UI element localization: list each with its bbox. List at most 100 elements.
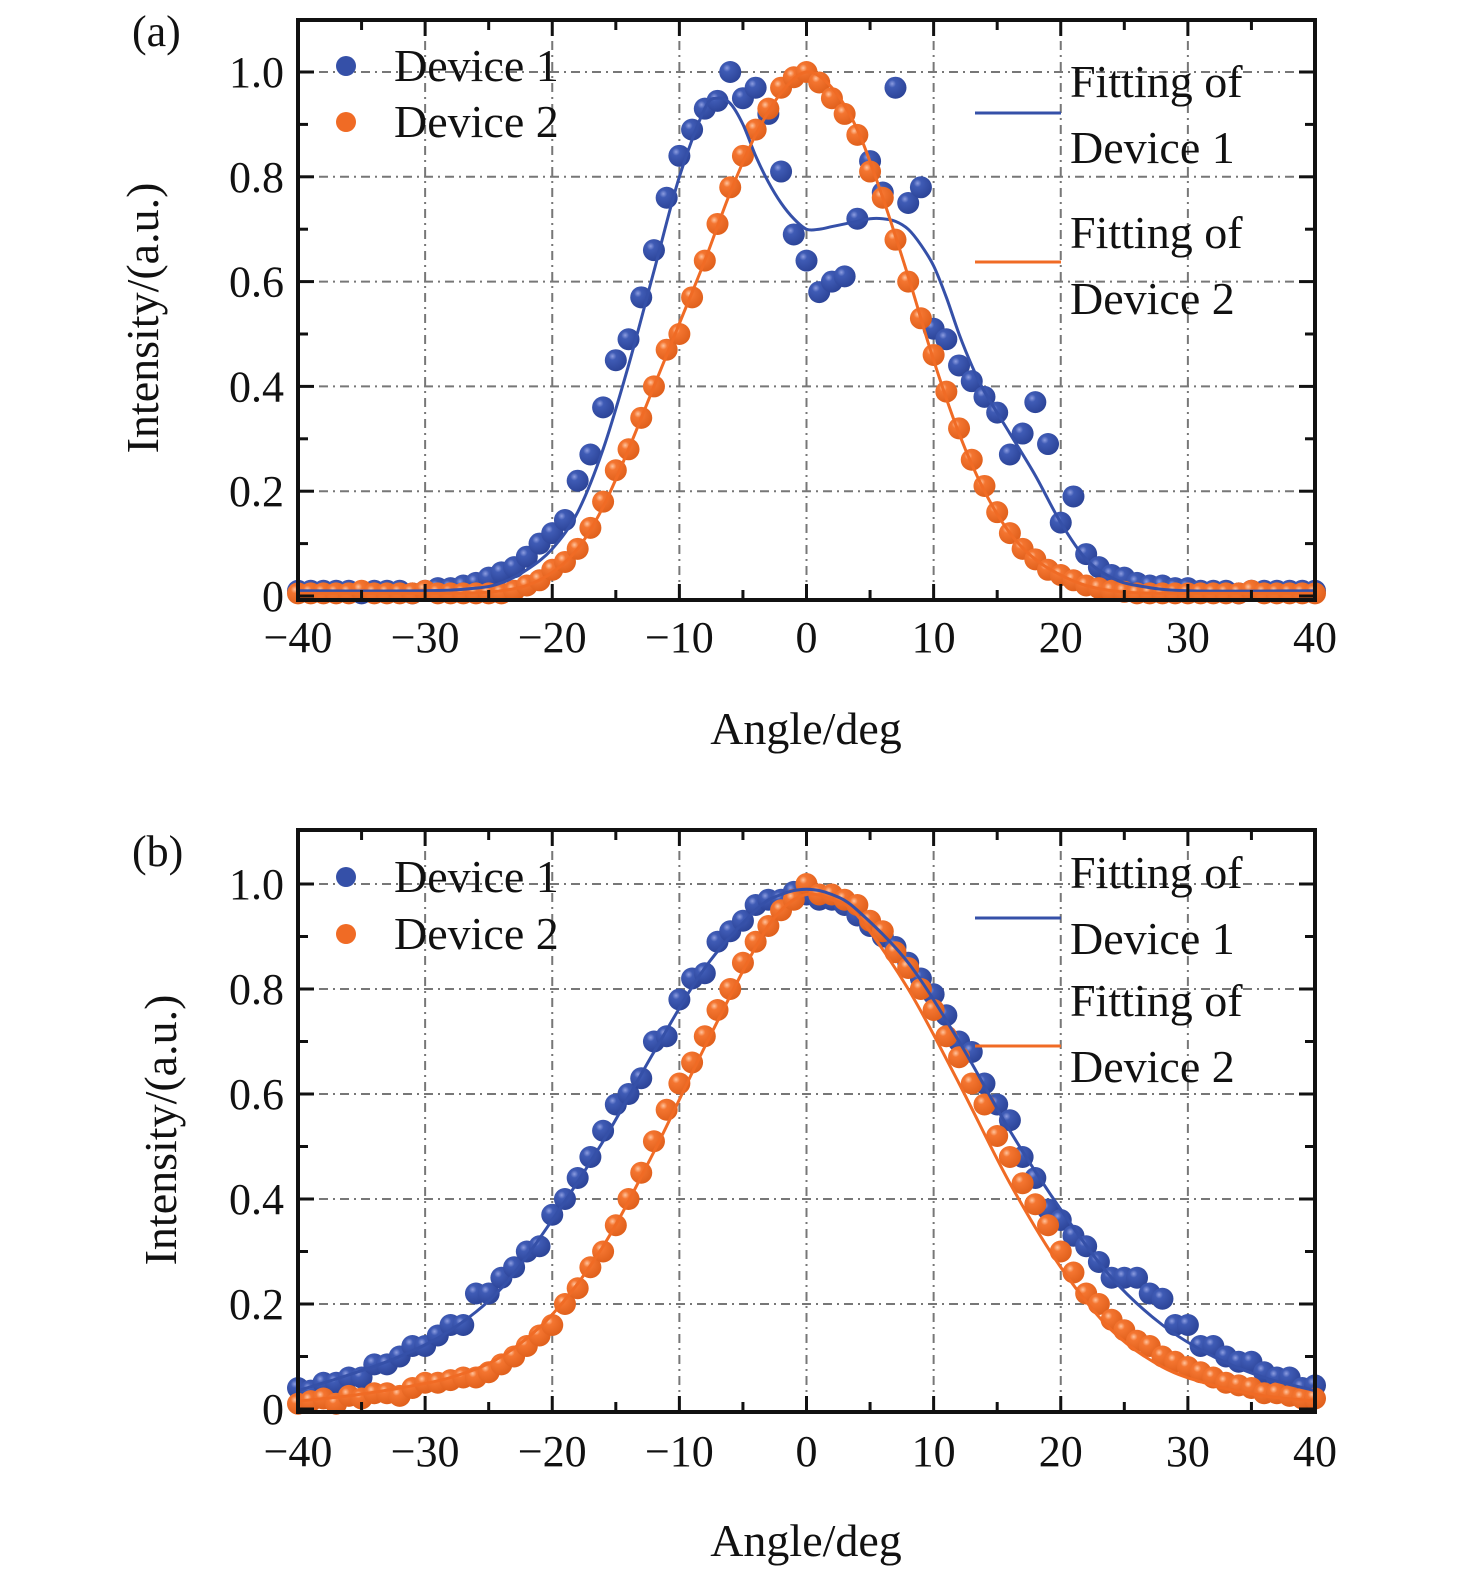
data-point [782,223,805,246]
data-point [1024,391,1047,414]
data-point [833,265,856,288]
y-tick-label: 0 [262,572,284,621]
legend-label-fit-device-2-line2: Device 2 [1070,273,1235,324]
data-point [897,270,920,293]
legend-label-fit-device-1-line2: Device 1 [1070,122,1235,173]
data-point [668,988,691,1011]
data-point [541,1314,564,1336]
data-point [1151,1287,1174,1310]
legend-marker-device-1 [336,56,356,76]
data-point [833,102,856,125]
y-axis-title-a: Intensity/(a.u.) [117,183,168,454]
data-point [1011,422,1034,445]
y-tick-label: 0.2 [229,467,284,516]
x-tick-label: −40 [264,1427,333,1476]
data-point [998,1146,1021,1168]
data-point [884,76,907,99]
legend-label-device-1: Device 1 [394,851,559,902]
data-point [795,249,818,272]
data-point [642,1130,665,1153]
fit-line-fitting-of-device-2 [297,70,1316,595]
data-point [935,328,958,351]
data-point [922,343,945,366]
legend-label-device-2: Device 2 [394,908,559,959]
x-tick-label: −10 [645,613,714,662]
legend-label-device-2: Device 2 [394,96,559,147]
series-layer-b [287,873,1326,1415]
legend-points-b: Device 1 Device 2 [336,851,559,959]
data-point [948,354,971,377]
y-tick-label: 0.4 [229,362,284,411]
x-tick-label: −30 [391,1427,460,1476]
axes-a [296,18,1317,602]
legend-label-fit-device-1-line2: Device 1 [1070,913,1235,964]
x-tick-label: 10 [912,1427,956,1476]
legend-label-fit-device-2-line2: Device 2 [1070,1041,1235,1092]
data-point [1126,1266,1149,1289]
data-point [592,1119,615,1142]
x-tick-label: −20 [518,1427,587,1476]
y-tick-label: 1.0 [229,860,284,909]
data-point [846,207,869,230]
y-tick-label: 0 [262,1385,284,1434]
legend-marker-device-2 [336,112,356,132]
legend-label-fit-device-1-line1: Fitting of [1070,847,1243,898]
panel-a: (a) −40 −30 −20 −10 0 10 20 30 40 0 0.2 0.4 0.6 0.8 1.… [117,7,1337,754]
x-tick-label: −40 [264,613,333,662]
data-point [909,176,932,199]
data-point [1037,1214,1060,1237]
x-tick-label: 30 [1166,613,1210,662]
legend-label-fit-device-1-line1: Fitting of [1070,56,1243,107]
y-tick-label: 0.4 [229,1175,284,1224]
legend-label-device-1: Device 1 [394,40,559,91]
data-point [604,349,627,372]
data-point [973,1093,996,1116]
data-point [998,1109,1021,1132]
data-point [706,89,729,112]
data-point [744,76,767,99]
data-point [909,978,932,1000]
fit-line-fitting-of-device-1 [297,887,1316,1393]
data-point [1176,1314,1199,1336]
x-tick-label: 30 [1166,1427,1210,1476]
data-point [693,1025,716,1048]
legend-fits-a: Fitting of Device 1 Fitting of Device 2 [975,56,1243,324]
fit-line-fitting-of-device-1 [297,96,1316,593]
data-point [693,962,716,985]
data-point [922,999,945,1021]
x-tick-label: −20 [518,613,587,662]
panel-b: (b) −40 −30 −20 −10 0 10 20 30 40 0 0.2 0.4 0.6 0.8 1.… [132,827,1337,1566]
tick-labels-a: −40 −30 −20 −10 0 10 20 30 40 0 0.2 0.4 0.6 0.8 1.0 [229,48,1337,662]
legend-marker-device-2 [336,924,356,944]
data-point [579,443,602,466]
data-point [1062,485,1085,508]
data-point [528,1235,551,1258]
legend-points-a: Device 1 Device 2 [336,40,559,147]
data-point [897,957,920,979]
x-tick-label: 0 [796,613,818,662]
data-point [452,1314,475,1336]
x-tick-label: −30 [391,613,460,662]
x-tick-label: 40 [1293,613,1337,662]
data-point [1037,433,1060,456]
panel-label-a: (a) [132,7,181,56]
x-tick-label: 20 [1039,613,1083,662]
x-axis-title-a: Angle/deg [710,703,902,754]
x-tick-label: 20 [1039,1427,1083,1476]
data-point [871,920,894,943]
x-tick-label: 10 [912,613,956,662]
y-tick-label: 0.6 [229,258,284,307]
data-point [808,71,831,94]
x-axis-title-b: Angle/deg [710,1515,902,1566]
x-tick-label: −10 [645,1427,714,1476]
data-point [770,160,793,183]
data-point [630,1161,653,1184]
legend-label-fit-device-2-line1: Fitting of [1070,975,1243,1026]
data-point [566,469,589,492]
legend-marker-device-1 [336,867,356,887]
axes-b [296,828,1317,1414]
data-point [1049,1240,1072,1263]
data-point [592,396,615,419]
data-point [986,1125,1009,1147]
